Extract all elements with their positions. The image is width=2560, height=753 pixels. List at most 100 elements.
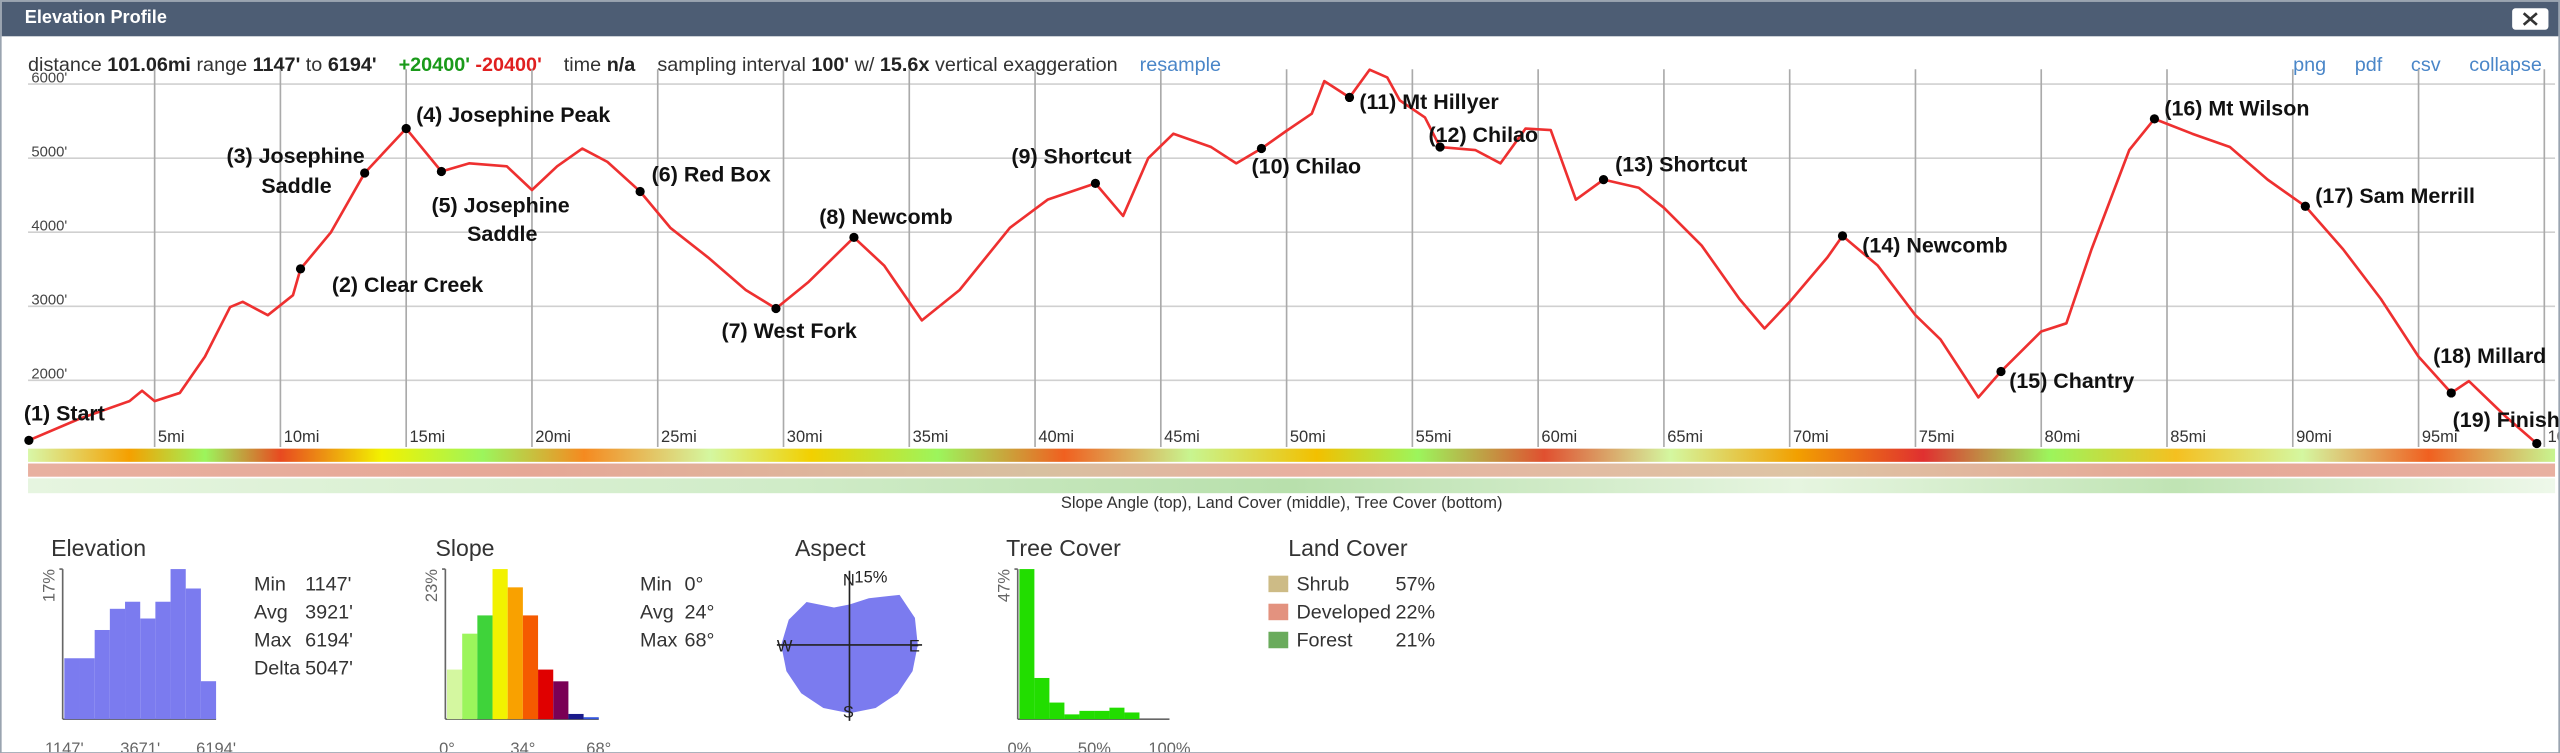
histogram-bar — [1049, 702, 1065, 720]
slope-strip — [28, 448, 2556, 462]
waypoint-dot — [1996, 366, 2006, 377]
x-tick-label: 60mi — [1541, 428, 1577, 446]
x-tick-label: 70mi — [1793, 428, 1829, 446]
histogram-bar — [1019, 569, 1035, 720]
y-tick-label: 4000' — [31, 219, 67, 235]
stat-value: 24° — [685, 602, 715, 624]
value: 1147' — [252, 52, 301, 76]
direction-label: S — [843, 704, 854, 722]
waypoint-dot — [436, 166, 447, 177]
histogram-bar — [1124, 712, 1140, 720]
x-tick-label: 35mi — [913, 428, 949, 446]
histogram-bar — [200, 681, 217, 720]
legend-swatch — [1268, 575, 1289, 593]
x-tick-label: 75mi — [1919, 428, 1955, 446]
stat-value: 3921' — [305, 602, 353, 624]
y-tick-label: 3000' — [31, 293, 67, 309]
window-title: Elevation Profile — [24, 8, 167, 29]
histogram-bar — [507, 587, 523, 720]
value: 6194' — [327, 52, 377, 76]
waypoint-dot — [2532, 438, 2542, 449]
waypoint-label: (18) Millard — [2433, 344, 2546, 368]
waypoint-label: (6) Red Box — [652, 163, 771, 187]
stat-label: Avg — [640, 602, 674, 624]
close-button[interactable] — [2512, 8, 2549, 30]
x-tick-label: 10mi — [284, 428, 320, 446]
resample-link[interactable]: resample — [1139, 52, 1222, 76]
waypoint-label: (16) Mt Wilson — [2164, 97, 2309, 121]
value: 101.06mi — [107, 52, 191, 76]
histogram-bar — [553, 681, 569, 720]
stat-value: 68° — [685, 630, 715, 652]
y-tick-label: 47% — [995, 569, 1013, 602]
legend-share: 22% — [1395, 602, 1435, 624]
histogram-bar — [94, 629, 110, 720]
waypoint-dot — [2446, 388, 2456, 398]
waypoint-dot — [635, 186, 645, 197]
histogram-bar — [155, 601, 171, 720]
label: time — [563, 52, 602, 76]
label-line: (12) Chilao — [1428, 123, 1538, 147]
direction-label: W — [777, 638, 793, 656]
waypoint-dot — [1435, 142, 1445, 152]
waypoint-dot — [2300, 201, 2310, 211]
waypoint-dot — [360, 168, 370, 178]
strip-caption: Slope Angle (top), Land Cover (middle), … — [1061, 494, 1503, 512]
label-line: (5) Josephine — [432, 194, 570, 218]
title-bar: Elevation Profile — [1, 1, 2559, 37]
label-line: (4) Josephine Peak — [416, 103, 610, 127]
histogram-bar — [462, 633, 478, 720]
stat-label: Max — [254, 630, 291, 652]
x-tick-label: 5mi — [158, 428, 185, 446]
waypoint-dot — [24, 435, 34, 445]
stat-label: Avg — [254, 602, 288, 624]
histogram-bar — [79, 658, 95, 720]
histogram-bar — [1079, 710, 1095, 720]
export-link[interactable]: png — [2293, 52, 2327, 76]
histogram-bar — [1109, 707, 1125, 720]
stat-label: Min — [640, 574, 672, 596]
histogram-bar — [583, 717, 599, 720]
value: 15.6x — [879, 52, 930, 76]
export-link[interactable]: pdf — [2354, 52, 2383, 76]
chart-title: Tree Cover — [1006, 535, 1121, 561]
stat-label: Min — [254, 574, 286, 596]
waypoint-label: (19) Finish — [2453, 408, 2560, 432]
histogram-bar — [1064, 714, 1080, 720]
waypoint-label: (9) Shortcut — [1011, 145, 1131, 169]
histogram-bar — [170, 569, 186, 720]
label-line: (15) Chantry — [2009, 369, 2134, 393]
waypoint-dot — [1344, 92, 1355, 103]
label-line: (7) West Fork — [721, 319, 856, 343]
label-line: (3) Josephine — [226, 144, 364, 168]
label-line: (13) Shortcut — [1615, 152, 1747, 176]
histogram-bar — [477, 615, 493, 720]
stat-value: 1147' — [305, 574, 351, 596]
label: w/ — [854, 52, 875, 76]
label: sampling interval — [657, 52, 806, 76]
chart-title: Slope — [435, 535, 494, 561]
waypoint-label: (17) Sam Merrill — [2315, 184, 2475, 208]
value: 100' — [811, 52, 850, 76]
histogram-bar — [185, 588, 201, 720]
x-tick-label: 55mi — [1416, 428, 1452, 446]
y-tick-label: 23% — [423, 569, 441, 602]
waypoint-label: (11) Mt Hillyer — [1359, 90, 1499, 114]
waypoint-label: (5) Josephine Saddle — [432, 194, 570, 246]
chart-title: Aspect — [795, 535, 866, 561]
collapse-link[interactable]: collapse — [2469, 52, 2542, 76]
label-line: Saddle — [461, 222, 537, 246]
stat-value: 0° — [685, 574, 704, 596]
x-tick-label: 1147' — [45, 740, 84, 753]
waypoint-dot — [849, 232, 859, 243]
legend-share: 21% — [1395, 630, 1435, 652]
label-line: (6) Red Box — [652, 163, 771, 187]
waypoint-label: (1) Start — [24, 402, 105, 426]
waypoint-dot — [771, 303, 781, 314]
direction-label: E — [909, 638, 920, 656]
x-tick-label: 15mi — [409, 428, 445, 446]
histogram-bar — [64, 658, 80, 720]
waypoint-label: (14) Newcomb — [1862, 233, 2007, 257]
label-line: (18) Millard — [2433, 344, 2546, 368]
waypoint-label: (7) West Fork — [721, 319, 856, 343]
